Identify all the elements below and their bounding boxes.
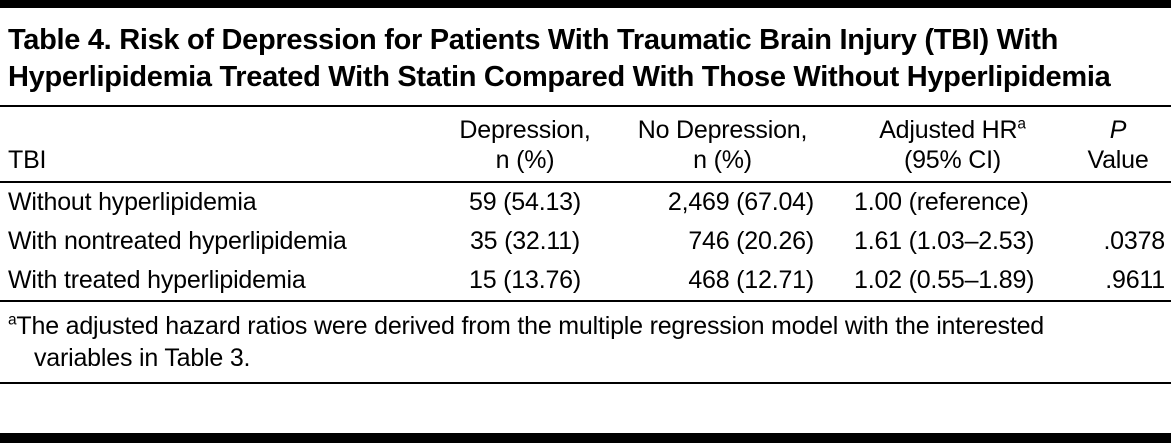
header-no-depression: No Depression, n (%) [605,106,840,183]
table-footnote: aThe adjusted hazard ratios were derived… [0,302,1171,382]
table-title: Table 4. Risk of Depression for Patients… [8,24,1111,93]
cell-p-value [1065,182,1171,222]
header-adjusted-hr: Adjusted HRa (95% CI) [840,106,1065,183]
header-no-depression-line2: n (%) [693,146,752,174]
table-row: With treated hyperlipidemia 15 (13.76) 4… [0,261,1171,302]
header-tbi-label: TBI [8,146,47,174]
cell-depression: 15 (13.76) [445,261,605,302]
cell-no-depression: 468 (12.71) [605,261,840,302]
bottom-thin-rule [0,382,1171,384]
table-header: TBI Depression, n (%) No Depression, n (… [0,106,1171,183]
footnote-text: The adjusted hazard ratios were derived … [16,312,1044,372]
header-p-line2: Value [1087,146,1149,174]
header-p-line1: P [1109,116,1127,144]
footnote-marker: a [8,311,17,329]
header-no-depression-line1: No Depression, [637,116,808,144]
cell-adjusted-hr: 1.61 (1.03–2.53) [854,227,1035,255]
data-table: TBI Depression, n (%) No Depression, n (… [0,105,1171,302]
header-adjusted-hr-superscript: a [1017,115,1026,133]
table-row: Without hyperlipidemia 59 (54.13) 2,469 … [0,182,1171,222]
header-depression: Depression, n (%) [445,106,605,183]
cell-adjusted-hr: 1.02 (0.55–1.89) [840,261,1065,302]
cell-tbi: With treated hyperlipidemia [0,261,445,302]
header-p-value: P Value [1065,106,1171,183]
header-adjusted-hr-line1: Adjusted HR [879,116,1018,144]
cell-depression: 59 (54.13) [469,188,581,216]
top-rule-bar [0,0,1171,8]
header-tbi: TBI [0,106,445,183]
header-depression-line1: Depression, [459,116,591,144]
cell-p-value: .0378 [1103,227,1165,255]
cell-no-depression: 746 (20.26) [688,227,814,255]
cell-adjusted-hr: 1.00 (reference) [854,188,1029,216]
cell-no-depression: 2,469 (67.04) [667,188,814,216]
table-row: With nontreated hyperlipidemia 35 (32.11… [0,222,1171,261]
cell-tbi: Without hyperlipidemia [8,188,257,216]
table-body: Without hyperlipidemia 59 (54.13) 2,469 … [0,182,1171,302]
header-adjusted-hr-line2: (95% CI) [903,146,1002,174]
cell-tbi: With nontreated hyperlipidemia [8,227,347,255]
header-depression-line2: n (%) [495,146,555,174]
bottom-rule-bar [0,433,1171,443]
cell-p-value: .9611 [1065,261,1171,302]
header-row: TBI Depression, n (%) No Depression, n (… [0,106,1171,183]
cell-depression: 35 (32.11) [469,227,581,255]
